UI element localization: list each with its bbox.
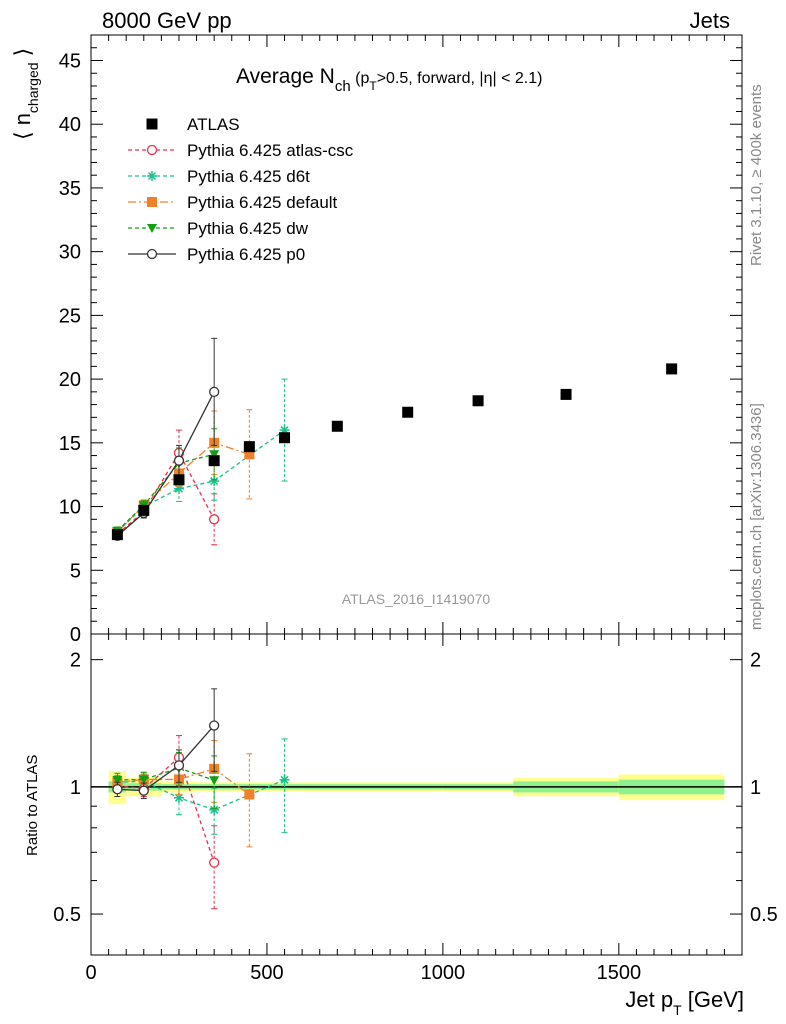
series-0-line [116, 451, 215, 535]
y-tick-label: 30 [59, 242, 81, 264]
y-tick-label: 15 [59, 433, 81, 455]
data-point [331, 420, 343, 432]
series-4-ratio-point [112, 784, 123, 795]
x-tick-label: 1000 [421, 962, 466, 984]
y-axis-label: ⟨ ncharged ⟩ [10, 48, 41, 140]
series-3-ratio-point [209, 776, 220, 786]
x-tick-label: 0 [85, 962, 96, 984]
series-4-line [116, 391, 215, 537]
series-4-ratio-point [173, 760, 185, 771]
ratio-y-tick-label: 1 [70, 777, 81, 799]
legend-marker-4 [146, 248, 158, 260]
data-point [666, 363, 678, 375]
analysis-tag: ATLAS_2016_I1419070 [342, 591, 491, 607]
legend-label-1: Pythia 6.425 d6t [187, 167, 310, 186]
ratio-y-tick-label: 0.5 [53, 904, 81, 926]
legend-marker-2 [147, 197, 157, 207]
x-tick-label: 1500 [597, 962, 642, 984]
legend-label-data: ATLAS [187, 115, 240, 134]
data-point [208, 455, 220, 467]
y-tick-label: 20 [59, 369, 81, 391]
legend-marker-data [146, 118, 158, 130]
data-point [472, 395, 484, 407]
y-tick-label: 10 [59, 497, 81, 519]
legend-label-0: Pythia 6.425 atlas-csc [187, 141, 354, 160]
ratio-y-tick-label-right: 0.5 [750, 904, 778, 926]
series-3-line [116, 453, 215, 532]
data-point [173, 474, 185, 486]
y-tick-label: 0 [70, 624, 81, 646]
series-1-ratio-point [209, 804, 220, 815]
header-left: 8000 GeV pp [102, 8, 232, 33]
y-tick-label: 25 [59, 305, 81, 327]
data-point [402, 406, 414, 418]
y-tick-label: 35 [59, 178, 81, 200]
chart-title: Average Nch (pT>0.5, forward, |η| < 2.1) [236, 65, 542, 95]
series-2-ratio-point [244, 789, 255, 800]
legend-label-2: Pythia 6.425 default [187, 193, 338, 212]
y-tick-label: 45 [59, 50, 81, 72]
legend-label-4: Pythia 6.425 p0 [187, 245, 305, 264]
series-4-point [173, 455, 185, 466]
ratio-y-axis-label: Ratio to ATLAS [24, 755, 41, 856]
series-3-ratio-point [138, 775, 149, 785]
series-3-ratio-line [117, 767, 215, 781]
series-3-point [209, 450, 220, 460]
legend-marker-3 [147, 224, 157, 233]
series-0-point [209, 514, 220, 525]
series-1-ratio-point [279, 774, 290, 785]
legend-label-3: Pythia 6.425 dw [187, 219, 309, 238]
y-tick-label: 40 [59, 114, 81, 136]
legend-marker-1 [147, 171, 157, 181]
series-2-point [244, 449, 255, 460]
series-4-ratio-point [209, 720, 220, 731]
x-tick-label: 500 [250, 962, 283, 984]
x-axis-label: Jet pT [GeV] [625, 987, 744, 1018]
y-tick-label: 5 [70, 560, 81, 582]
ratio-y-tick-label-right: 1 [750, 777, 761, 799]
data-point [560, 388, 572, 400]
series-4-ratio-line [117, 725, 215, 792]
series-4-ratio-point [138, 785, 149, 796]
data-point [111, 529, 123, 541]
data-point [138, 504, 150, 516]
data-point [243, 441, 255, 453]
series-1-point [209, 476, 220, 487]
ratio-y-tick-label-right: 2 [750, 650, 761, 672]
ratio-panel-frame [90, 633, 743, 956]
series-0-ratio-point [209, 857, 220, 868]
ratio-y-tick-label: 2 [70, 650, 81, 672]
series-2-ratio-line [117, 768, 250, 796]
series-1-line [116, 429, 285, 533]
data-point [279, 432, 291, 444]
header-right: Jets [689, 8, 730, 33]
series-3-ratio-point [112, 775, 123, 785]
series-4-point [209, 386, 220, 398]
legend-marker-0 [146, 144, 158, 156]
